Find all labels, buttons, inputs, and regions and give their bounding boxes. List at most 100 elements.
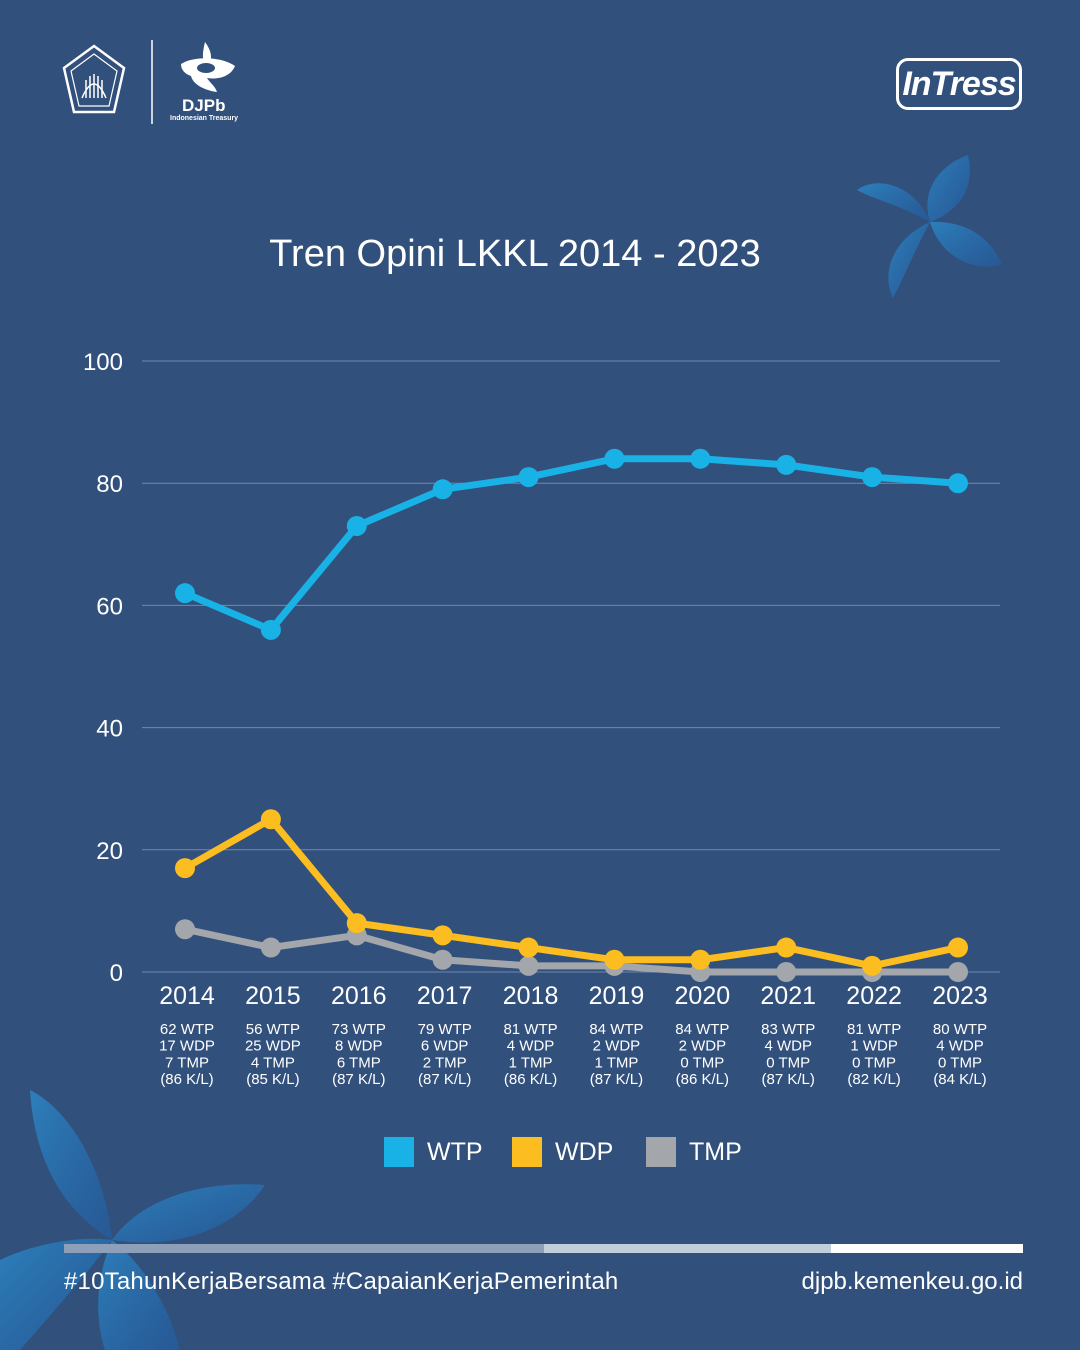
y-axis-ticks: 0 20 40 60 80 100 [83,349,123,987]
x-tick-note-line: 4 TMP [251,1054,295,1071]
footer-progress-segment-2 [544,1244,831,1253]
data-point-wtp [260,619,281,640]
x-tick-note-line: 81 WTP [503,1021,557,1038]
x-tick-note-line: 17 WDP [159,1038,215,1055]
data-point-wtp [948,473,968,494]
x-tick-note-line: (87 K/L) [418,1071,471,1088]
data-point-tmp [175,919,195,940]
x-tick-note-line: 7 TMP [165,1054,209,1071]
data-point-wdp [260,809,281,830]
data-point-wdp [604,949,625,970]
x-tick-label: 2016 [331,982,387,1010]
x-tick-note-line: 1 WDP [850,1038,898,1055]
x-tick-note-line: 4 WDP [936,1038,984,1055]
x-tick-label: 2018 [503,982,559,1010]
x-tick-label: 2019 [589,982,645,1010]
x-tick-label: 2014 [159,982,215,1010]
y-tick-label: 0 [110,960,123,987]
data-point-wdp [776,937,797,958]
x-tick-label: 2020 [675,982,731,1010]
x-tick-note-line: 25 WDP [245,1038,301,1055]
x-tick-label: 2022 [846,982,902,1010]
legend-label: WTP [427,1137,483,1166]
x-tick-note-line: (84 K/L) [933,1071,986,1088]
data-point-wtp [175,583,195,604]
y-tick-label: 100 [83,349,123,376]
x-tick-note-line: 84 WTP [675,1021,729,1038]
x-tick-note-line: 2 TMP [423,1054,467,1071]
logo-area: DJPb Indonesian Treasury [58,40,258,128]
legend-swatch [646,1137,676,1167]
x-tick-note-line: 6 WDP [421,1038,469,1055]
legend-swatch [384,1137,414,1167]
bottom-left-flower-icon [0,1090,265,1350]
series-lines [175,448,968,982]
x-tick-note-line: 81 WTP [847,1021,901,1038]
x-tick-note-line: (86 K/L) [504,1071,557,1088]
x-tick-label: 2015 [245,982,301,1010]
x-tick-label: 2023 [932,982,988,1010]
data-point-wtp [432,479,453,500]
x-tick-note-line: 4 WDP [507,1038,555,1055]
legend-item-wtp: WTP [384,1136,483,1168]
x-tick-note-line: (86 K/L) [676,1071,729,1088]
legend-label: WDP [555,1137,614,1166]
data-point-wtp [604,448,625,469]
data-point-wtp [690,448,711,469]
x-axis-ticks: 2014 2015 2016 2017 2018 2019 2020 2021 2022 2023 [159,982,988,1010]
ministry-emblem-icon [62,40,153,124]
y-tick-label: 80 [96,471,123,498]
series-line-wtp [181,455,962,634]
x-tick-note-line: 4 WDP [764,1038,812,1055]
data-point-wtp [776,454,797,475]
x-tick-note-line: (82 K/L) [847,1071,900,1088]
legend-label: TMP [689,1137,742,1166]
legend-item-tmp: TMP [646,1136,742,1168]
gridlines [142,360,1000,973]
top-right-flower-icon [857,155,1002,298]
data-point-tmp [518,955,539,976]
chart-legend: WTP WDP TMP [0,1136,1080,1168]
data-point-wdp [432,925,453,946]
series-wdp [175,809,968,976]
intress-logo: InTress [896,58,1022,110]
legend-swatch [512,1137,542,1167]
djpb-subtitle: Indonesian Treasury [170,115,239,122]
x-tick-note-line: 62 WTP [160,1021,214,1038]
data-point-tmp [776,962,797,982]
x-tick-note-line: 8 WDP [335,1038,383,1055]
footer-progress-segment-1 [64,1244,544,1253]
data-point-wdp [175,858,195,879]
x-tick-note-line: (87 K/L) [332,1071,385,1088]
x-tick-note-line: 2 WDP [679,1038,727,1055]
x-tick-note-line: 0 TMP [680,1054,724,1071]
y-tick-label: 40 [96,716,123,743]
data-point-wdp [948,937,968,958]
y-tick-label: 20 [96,838,123,865]
data-point-wtp [346,515,367,536]
x-tick-label: 2017 [417,982,473,1010]
x-tick-note-line: (86 K/L) [160,1071,213,1088]
x-tick-note-line: 80 WTP [933,1021,987,1038]
x-tick-label: 2021 [760,982,816,1010]
series-wtp [175,448,968,640]
x-tick-note-line: 1 TMP [509,1054,553,1071]
x-tick-note-line: (87 K/L) [590,1071,643,1088]
y-tick-label: 60 [96,593,123,620]
data-point-wtp [518,467,539,488]
x-tick-note-line: 56 WTP [246,1021,300,1038]
x-tick-note-line: 6 TMP [337,1054,381,1071]
footer-progress-segment-3 [831,1244,1023,1253]
x-tick-note-line: 83 WTP [761,1021,815,1038]
x-tick-note-line: 1 TMP [594,1054,638,1071]
